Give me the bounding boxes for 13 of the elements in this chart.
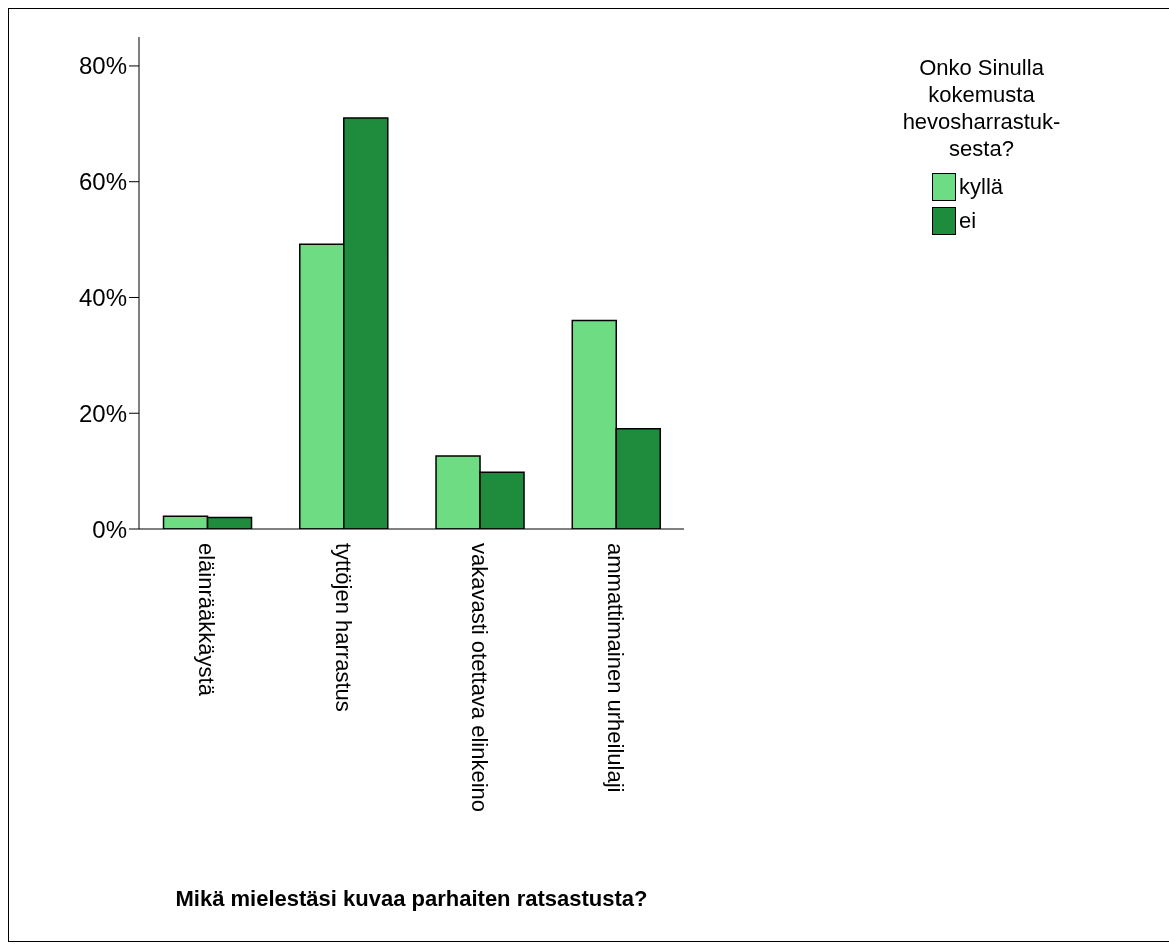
- x-tick-label: vakavasti otettava elinkeino: [466, 543, 492, 813]
- x-axis-title: Mikä mielestäsi kuvaa parhaiten ratsastusta?: [175, 886, 648, 911]
- y-tick-label: 80%: [78, 52, 127, 80]
- legend-label: kyllä: [959, 174, 1004, 200]
- legend-title: Onko Sinulla kokemusta hevosharrastuk-sesta?: [901, 54, 1062, 162]
- x-tick-label: tyttöjen harrastus: [330, 543, 356, 712]
- x-tick-label: ammattimainen urheilulaji: [603, 543, 629, 793]
- y-tick-label: 40%: [78, 283, 127, 311]
- legend-label: ei: [959, 208, 977, 234]
- y-tick-label: 0%: [92, 515, 127, 543]
- x-tick-label: eläinrääkkäystä: [194, 543, 220, 697]
- y-tick-label: 20%: [78, 399, 127, 427]
- y-tick-label: 60%: [78, 168, 127, 196]
